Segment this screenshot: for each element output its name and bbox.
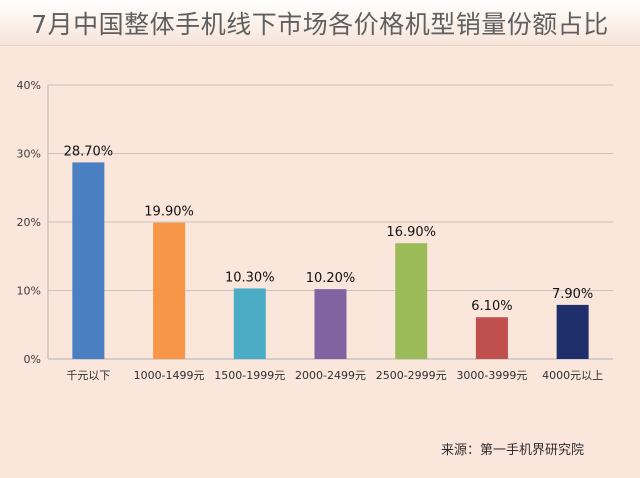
bar xyxy=(475,317,508,359)
bar-chart: 0% 10% 20% 30% 40% 28.70% 千元以下 19.90% 1000-1499元… xyxy=(17,79,613,382)
y-tick-label: 20% xyxy=(17,216,41,229)
data-label: 28.70% xyxy=(64,144,114,159)
x-tick-label: 2500-2999元 xyxy=(376,369,447,382)
y-tick-label: 10% xyxy=(17,285,41,298)
bar xyxy=(314,289,347,359)
bar xyxy=(395,243,428,359)
x-tick-label: 千元以下 xyxy=(66,369,110,382)
x-tick-label: 2000-2499元 xyxy=(295,369,366,382)
data-label: 16.90% xyxy=(386,225,436,240)
data-label: 19.90% xyxy=(144,205,194,220)
data-label: 10.20% xyxy=(306,271,356,286)
x-tick-label: 1500-1999元 xyxy=(214,369,285,382)
bar xyxy=(72,162,105,359)
x-tick-label: 3000-3999元 xyxy=(456,369,527,382)
y-tick-label: 0% xyxy=(24,353,41,366)
data-label: 10.30% xyxy=(225,270,275,285)
bar xyxy=(153,222,186,359)
chart-title: 7月中国整体手机线下市场各价格机型销量份额占比 xyxy=(31,9,609,39)
bar xyxy=(556,304,589,359)
x-tick-label: 4000元以上 xyxy=(542,369,603,382)
y-tick-label: 40% xyxy=(17,79,41,92)
bar xyxy=(233,288,266,359)
x-tick-label: 1000-1499元 xyxy=(134,369,205,382)
data-label: 7.90% xyxy=(552,287,593,302)
chart-panel: 0% 10% 20% 30% 40% 28.70% 千元以下 19.90% 1000-1499元… xyxy=(0,46,640,478)
source-note: 来源：第一手机界研究院 xyxy=(440,443,584,458)
title-bar: 7月中国整体手机线下市场各价格机型销量份额占比 xyxy=(0,0,640,46)
data-label: 6.10% xyxy=(471,299,512,314)
y-tick-label: 30% xyxy=(17,148,41,161)
